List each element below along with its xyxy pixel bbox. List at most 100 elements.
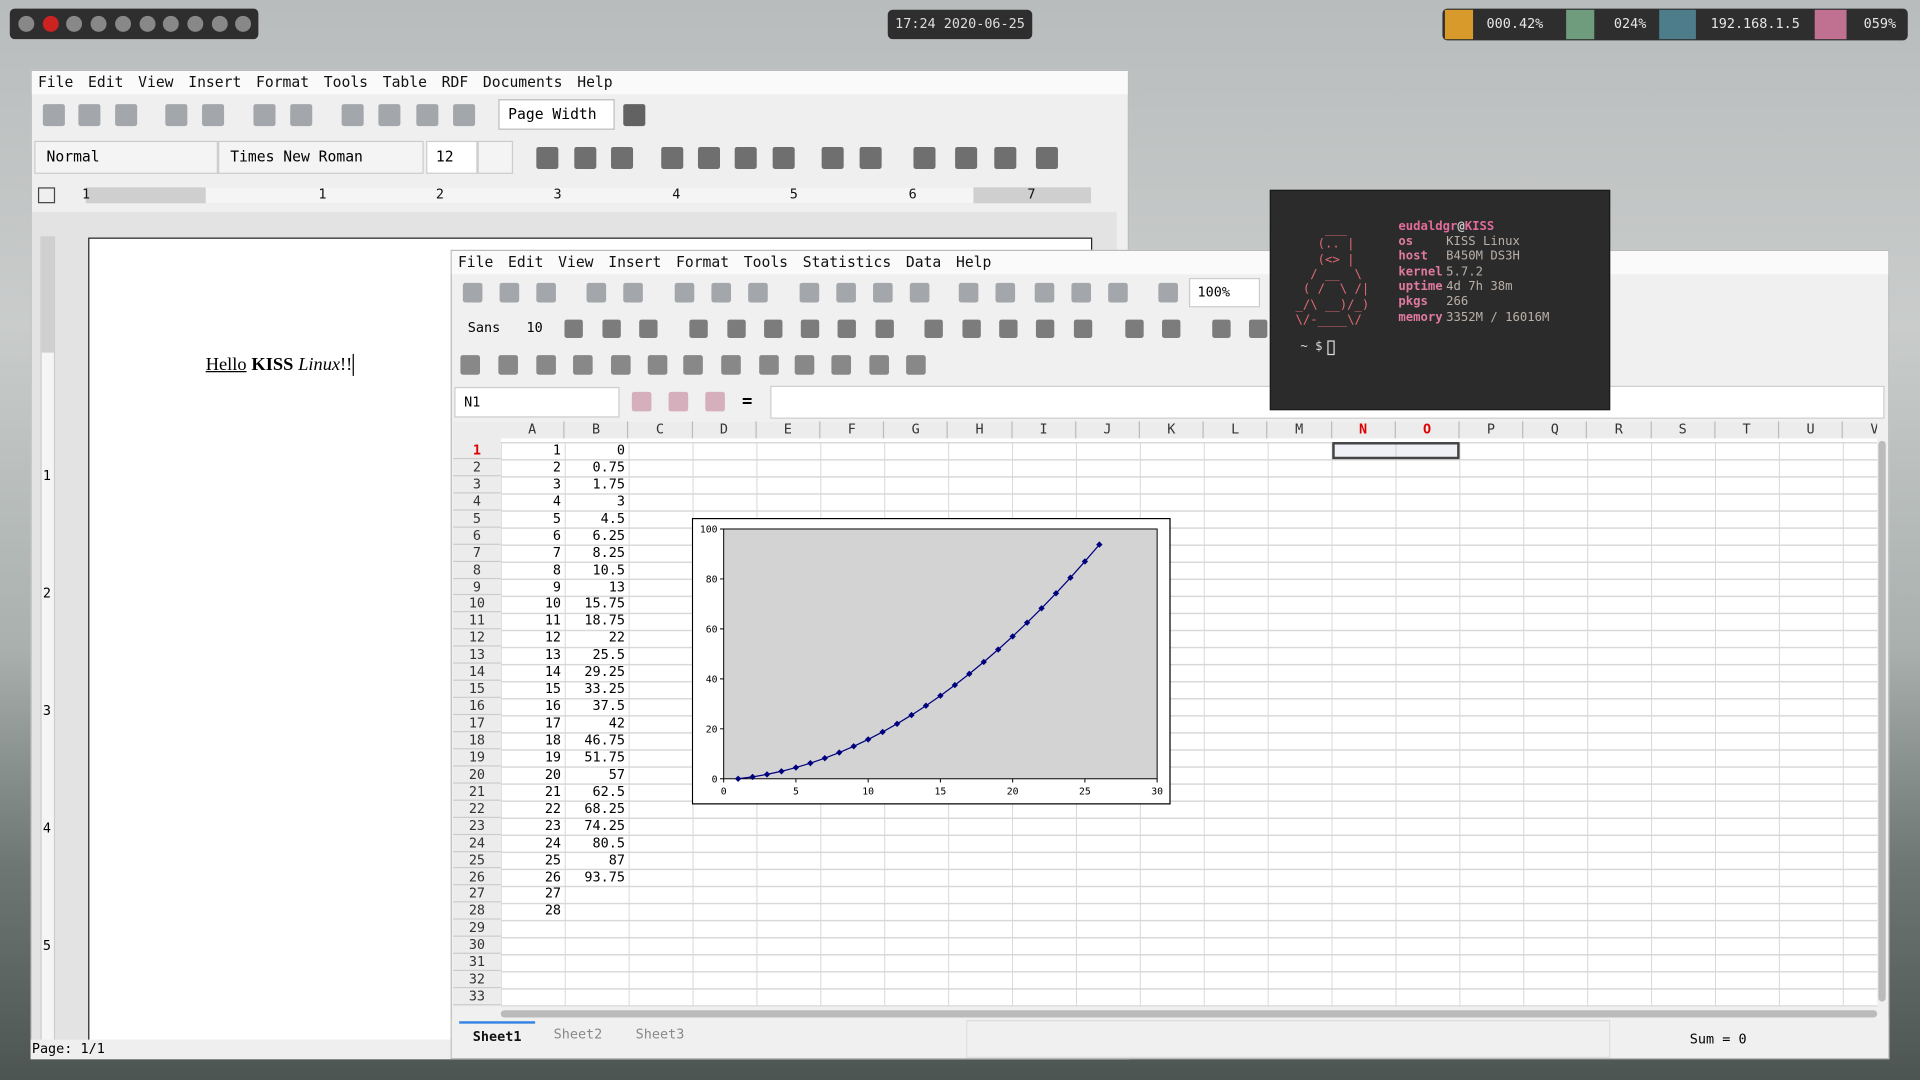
cell[interactable]: 87 (608, 851, 625, 868)
menu-item[interactable]: Insert (608, 253, 662, 271)
column-header[interactable]: N (1332, 421, 1396, 439)
size-box[interactable]: 12 (426, 140, 478, 174)
workspace-dot[interactable] (66, 15, 83, 32)
cell[interactable]: 12 (544, 629, 562, 646)
toolbar-icon[interactable] (683, 355, 703, 375)
cell[interactable]: 20 (544, 766, 562, 783)
cell[interactable]: 25 (544, 851, 562, 868)
toolbar-icon[interactable] (462, 282, 483, 303)
toolbar-icon[interactable] (611, 146, 634, 169)
row-header[interactable]: 25 (453, 852, 501, 869)
row-header[interactable]: 17 (453, 715, 501, 733)
toolbar-icon[interactable] (460, 355, 481, 375)
row-header[interactable]: 4 (453, 493, 501, 511)
column-header[interactable]: L (1204, 421, 1268, 439)
toolbar-icon[interactable] (623, 104, 646, 127)
column-header[interactable]: O (1396, 421, 1460, 439)
zoom-box[interactable]: Page Width (498, 99, 615, 130)
cell[interactable]: 93.75 (584, 868, 625, 885)
toolbar-icon[interactable] (574, 146, 597, 169)
toolbar-icon[interactable] (799, 282, 820, 303)
cell[interactable]: 62.5 (592, 783, 625, 800)
column-header[interactable]: F (820, 421, 885, 439)
hscroll[interactable] (500, 1010, 1878, 1018)
toolbar-icon[interactable] (1034, 282, 1055, 303)
cell[interactable]: 26 (544, 868, 562, 885)
cell[interactable]: 24 (544, 834, 562, 851)
name-box[interactable]: N1 (454, 386, 620, 418)
toolbar-icon[interactable] (536, 355, 556, 375)
cell[interactable]: 10.5 (592, 561, 625, 578)
column-header[interactable]: U (1779, 421, 1844, 439)
cell[interactable]: 6.25 (592, 527, 625, 544)
row-header[interactable]: 23 (453, 818, 501, 835)
toolbar-icon[interactable] (290, 104, 313, 127)
row-header[interactable]: 10 (453, 596, 501, 613)
menu-item[interactable]: Help (577, 73, 613, 91)
toolbar-icon[interactable] (869, 355, 889, 375)
toolbar-icon[interactable] (913, 146, 936, 169)
row-header[interactable]: 13 (453, 647, 501, 664)
column-header[interactable]: I (1012, 421, 1077, 439)
cell[interactable]: 9 (552, 578, 562, 595)
toolbar-icon[interactable] (1162, 319, 1181, 338)
cell[interactable]: 33.25 (584, 681, 625, 697)
row-header[interactable]: 31 (453, 954, 501, 972)
workspace-dot[interactable] (187, 15, 204, 32)
font-box[interactable]: Times New Roman (217, 140, 424, 174)
toolbar-icon[interactable] (748, 282, 768, 303)
sheet-tab[interactable]: Sheet2 (553, 1026, 603, 1043)
cell[interactable]: 4 (552, 493, 562, 510)
workspace-dot[interactable] (114, 15, 131, 32)
row-header[interactable]: 24 (453, 835, 501, 852)
row-header[interactable]: 19 (453, 749, 501, 767)
font-label[interactable]: Sans (467, 319, 501, 336)
toolbar-icon[interactable] (78, 104, 101, 127)
toolbar-icon[interactable] (994, 146, 1017, 169)
cell[interactable]: 74.25 (584, 817, 625, 834)
zoom-combo[interactable]: 100% (1188, 277, 1261, 308)
toolbar-icon[interactable] (800, 319, 820, 338)
toolbar-icon[interactable] (647, 355, 668, 375)
row-header[interactable]: 6 (453, 527, 501, 545)
menu-item[interactable]: Format (676, 253, 730, 271)
toolbar-icon[interactable] (711, 282, 732, 303)
toolbar-icon[interactable] (536, 282, 556, 303)
cell[interactable]: 19 (544, 749, 562, 766)
column-header[interactable]: H (948, 421, 1013, 439)
menu-item[interactable]: RDF (441, 73, 469, 91)
toolbar-icon[interactable] (821, 146, 844, 169)
cell[interactable]: 1 (552, 442, 562, 458)
cell[interactable]: 22 (544, 800, 562, 817)
cell[interactable]: 23 (544, 817, 562, 834)
toolbar-icon[interactable] (995, 282, 1016, 303)
cell[interactable]: 42 (608, 715, 625, 732)
cell[interactable]: 57 (608, 766, 625, 783)
toolbar-icon[interactable] (955, 146, 978, 169)
toolbar-icon[interactable] (378, 104, 401, 127)
toolbar-icon[interactable] (639, 319, 658, 338)
toolbar-icon[interactable] (499, 282, 520, 303)
column-header[interactable]: P (1460, 421, 1524, 439)
toolbar-icon[interactable] (727, 319, 746, 338)
toolbar-icon[interactable] (573, 355, 593, 375)
sheet-tab[interactable]: Sheet3 (635, 1026, 685, 1043)
toolbar-icon[interactable] (1071, 282, 1092, 303)
column-header[interactable]: B (565, 421, 629, 439)
row-header[interactable]: 33 (453, 988, 501, 1006)
toolbar-icon[interactable] (611, 355, 631, 375)
cell[interactable]: 29.25 (584, 663, 625, 680)
toolbar-icon[interactable] (623, 282, 643, 303)
cell[interactable]: 8 (552, 561, 562, 578)
toolbar-icon[interactable] (498, 355, 518, 375)
cell[interactable]: 2 (552, 459, 562, 476)
sheet-tab[interactable]: Sheet1 (459, 1021, 536, 1048)
column-header[interactable]: K (1140, 421, 1204, 439)
menu-item[interactable]: File (457, 253, 494, 271)
column-header[interactable]: D (693, 421, 757, 439)
menu-item[interactable]: View (558, 253, 594, 271)
row-header[interactable]: 26 (453, 869, 501, 886)
toolbar-icon[interactable] (668, 391, 689, 412)
toolbar-icon[interactable] (1158, 282, 1178, 303)
toolbar-icon[interactable] (836, 282, 856, 303)
